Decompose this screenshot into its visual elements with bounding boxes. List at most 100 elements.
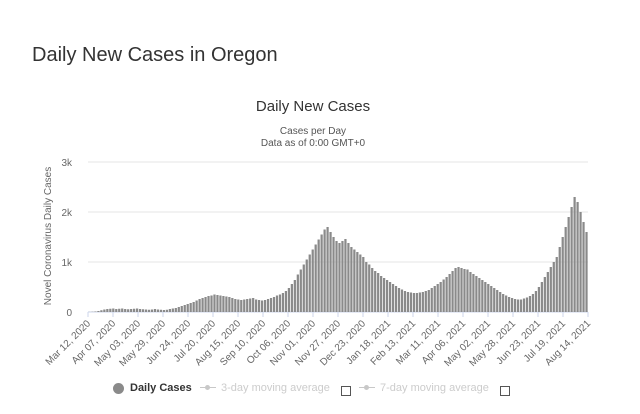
bar[interactable] (481, 280, 484, 312)
bar[interactable] (308, 254, 311, 313)
bar[interactable] (124, 309, 127, 312)
bar[interactable] (549, 267, 552, 312)
bar[interactable] (513, 299, 517, 312)
toggle-7-day-average-checkbox[interactable] (500, 386, 510, 396)
bar[interactable] (374, 271, 377, 312)
bar[interactable] (510, 298, 514, 312)
bar[interactable] (329, 232, 332, 312)
bar[interactable] (490, 286, 493, 312)
bar[interactable] (460, 268, 463, 312)
bar[interactable] (118, 308, 121, 312)
bar[interactable] (439, 282, 442, 312)
bar[interactable] (183, 305, 186, 312)
bar[interactable] (344, 239, 347, 312)
bar[interactable] (210, 295, 213, 313)
bar[interactable] (570, 207, 573, 312)
bar[interactable] (508, 297, 511, 312)
bar[interactable] (418, 292, 421, 313)
bar[interactable] (362, 257, 365, 312)
bar[interactable] (159, 309, 163, 312)
bar[interactable] (100, 310, 103, 312)
bar[interactable] (433, 286, 436, 312)
bar[interactable] (165, 309, 168, 312)
bar[interactable] (388, 282, 392, 312)
bar[interactable] (299, 269, 302, 313)
bar[interactable] (153, 309, 157, 312)
bar[interactable] (320, 234, 323, 313)
bar[interactable] (543, 277, 546, 312)
bar[interactable] (150, 309, 154, 313)
bar[interactable] (403, 291, 407, 312)
bar[interactable] (421, 292, 424, 312)
bar[interactable] (258, 300, 261, 312)
bar[interactable] (281, 293, 285, 312)
bar[interactable] (540, 282, 543, 312)
bar[interactable] (359, 254, 362, 313)
bar[interactable] (552, 262, 555, 312)
bar[interactable] (454, 268, 457, 312)
bar[interactable] (561, 237, 564, 312)
bar[interactable] (385, 280, 389, 312)
bar[interactable] (240, 300, 243, 312)
bar[interactable] (204, 297, 207, 312)
bar[interactable] (353, 249, 356, 313)
bar[interactable] (314, 244, 317, 313)
bar[interactable] (475, 276, 478, 312)
bar[interactable] (115, 309, 118, 312)
bar[interactable] (341, 241, 344, 312)
bar[interactable] (97, 311, 100, 312)
bar[interactable] (207, 296, 210, 312)
bar[interactable] (576, 202, 579, 312)
bar[interactable] (255, 299, 258, 313)
bar[interactable] (412, 293, 416, 312)
legend-item-3-day-average[interactable]: 3-day moving average (200, 382, 330, 394)
bar[interactable] (326, 227, 329, 312)
bar[interactable] (350, 247, 353, 312)
bar[interactable] (222, 296, 225, 312)
bar[interactable] (394, 286, 398, 312)
bar[interactable] (213, 294, 216, 313)
bar[interactable] (451, 271, 454, 312)
bar[interactable] (564, 227, 567, 312)
bar[interactable] (287, 288, 291, 312)
bar[interactable] (377, 273, 380, 312)
bar[interactable] (505, 295, 508, 313)
bar[interactable] (427, 290, 430, 312)
bar[interactable] (144, 309, 148, 313)
bar[interactable] (525, 297, 529, 313)
bar[interactable] (94, 311, 97, 313)
bar[interactable] (383, 278, 386, 312)
bar[interactable] (186, 304, 189, 312)
bar[interactable] (558, 247, 561, 312)
bar[interactable] (472, 274, 475, 312)
bar[interactable] (138, 309, 142, 312)
bar[interactable] (174, 308, 177, 312)
legend-item-7-day-average[interactable]: 7-day moving average (359, 382, 489, 394)
toggle-3-day-average-checkbox[interactable] (341, 386, 351, 396)
bar[interactable] (424, 291, 427, 312)
bar[interactable] (171, 308, 174, 313)
bar[interactable] (290, 284, 293, 312)
bar[interactable] (436, 284, 439, 312)
bar[interactable] (469, 272, 472, 312)
bar[interactable] (546, 272, 549, 312)
bar[interactable] (493, 288, 496, 312)
bar[interactable] (192, 302, 195, 312)
bar[interactable] (487, 284, 490, 312)
bar[interactable] (177, 307, 180, 312)
bar[interactable] (448, 274, 451, 312)
bar[interactable] (499, 292, 502, 312)
bar[interactable] (302, 264, 305, 313)
legend-item-daily-cases[interactable]: Daily Cases (113, 382, 192, 394)
bar[interactable] (252, 298, 255, 312)
bar[interactable] (496, 290, 499, 312)
bar[interactable] (332, 237, 335, 312)
bar[interactable] (135, 308, 139, 313)
bar[interactable] (317, 239, 320, 313)
bar[interactable] (579, 212, 582, 312)
bar[interactable] (585, 232, 588, 312)
bar[interactable] (156, 309, 160, 313)
bar[interactable] (347, 243, 350, 312)
bar[interactable] (371, 268, 374, 312)
bar[interactable] (323, 229, 326, 313)
